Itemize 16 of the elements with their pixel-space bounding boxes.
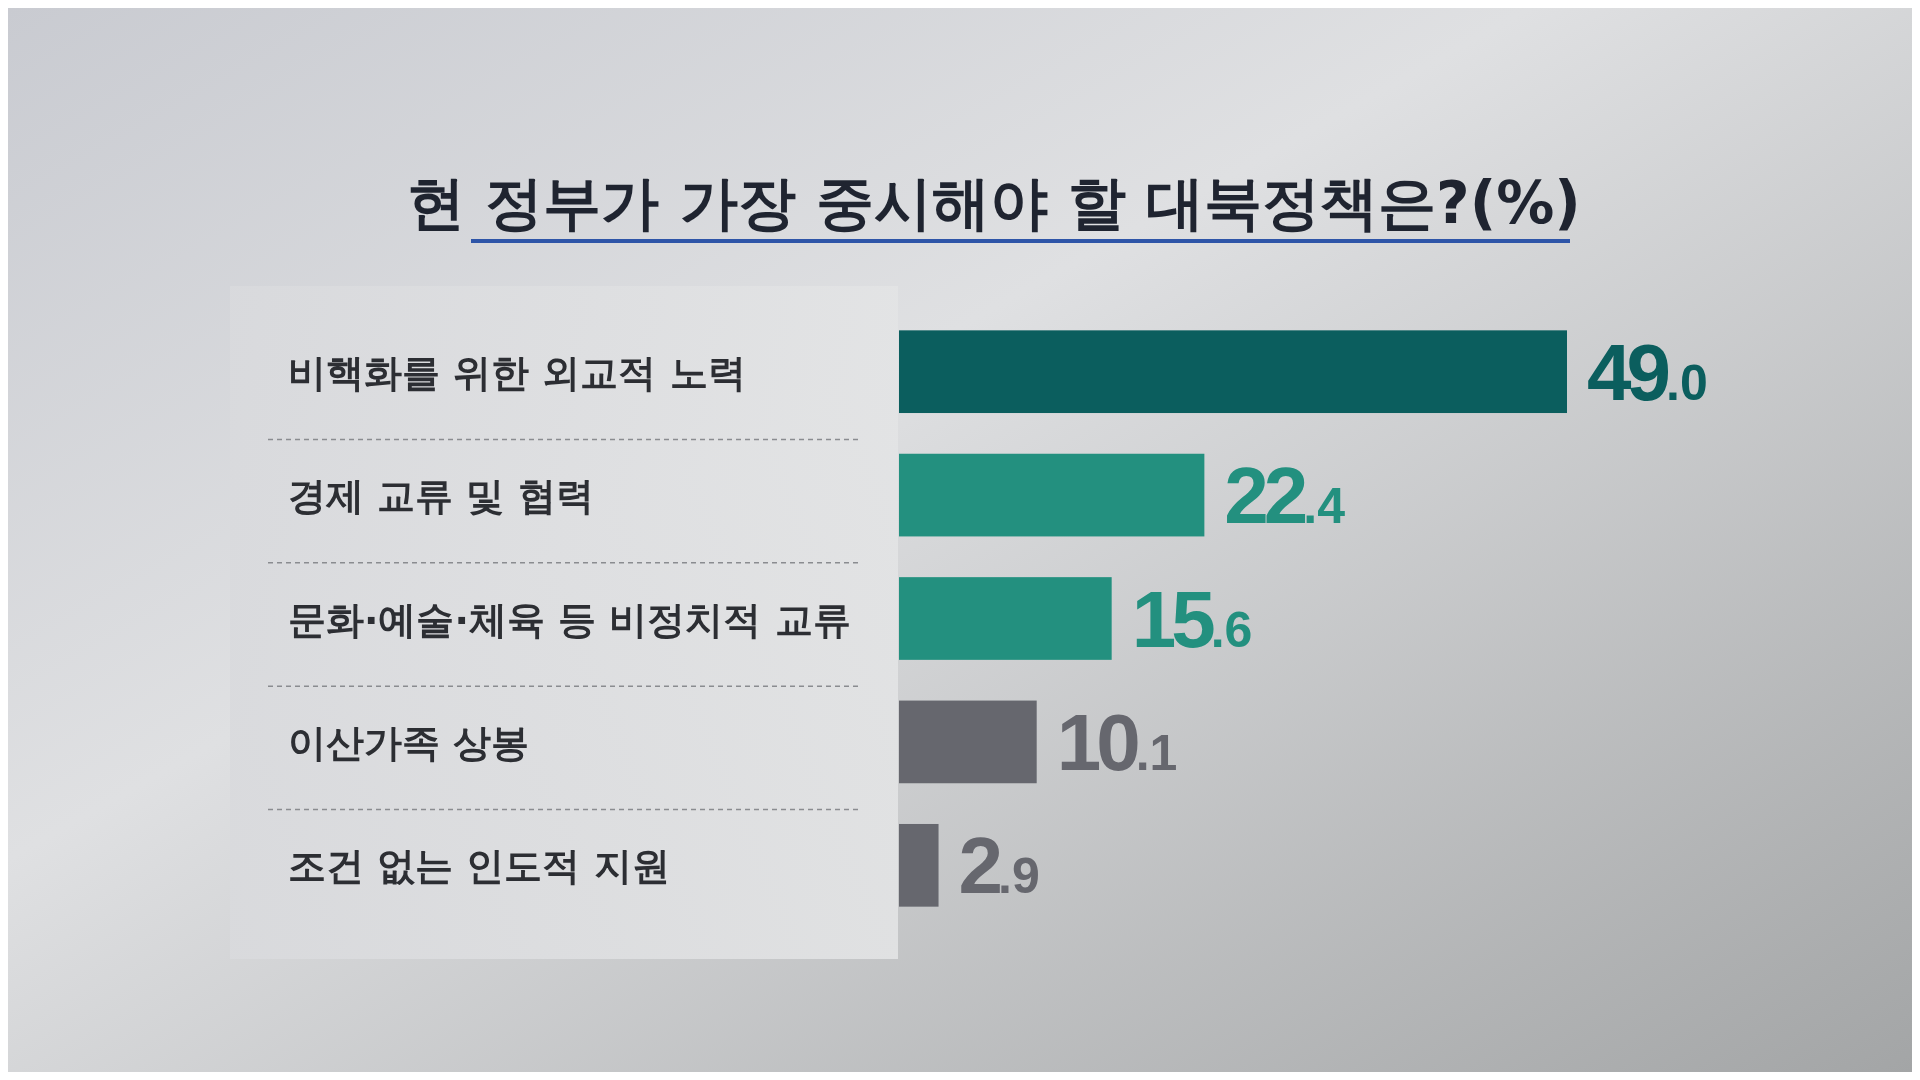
chart-title: 현 정부가 가장 중시해야 할 대북정책은?(%) [407,169,1581,237]
y-tick-label: 이산가족 상봉 [288,720,530,765]
bar [899,330,1567,414]
y-tick-label: 문화·예술·체육 등 비정치적 교류 [288,597,851,642]
bar [899,453,1205,537]
y-tick-label: 경제 교류 및 협력 [288,474,594,519]
data-label: 2.9 [958,821,1040,911]
data-label: 22.4 [1224,451,1346,541]
y-tick-label: 조건 없는 인도적 지원 [288,844,670,889]
data-label: 10.1 [1056,697,1178,787]
data-label: 49.0 [1587,327,1708,417]
bar [899,823,939,907]
y-tick-label: 비핵화를 위한 외교적 노력 [288,350,746,395]
bar [899,700,1037,784]
bar [899,577,1112,660]
data-label: 15.6 [1131,574,1253,664]
